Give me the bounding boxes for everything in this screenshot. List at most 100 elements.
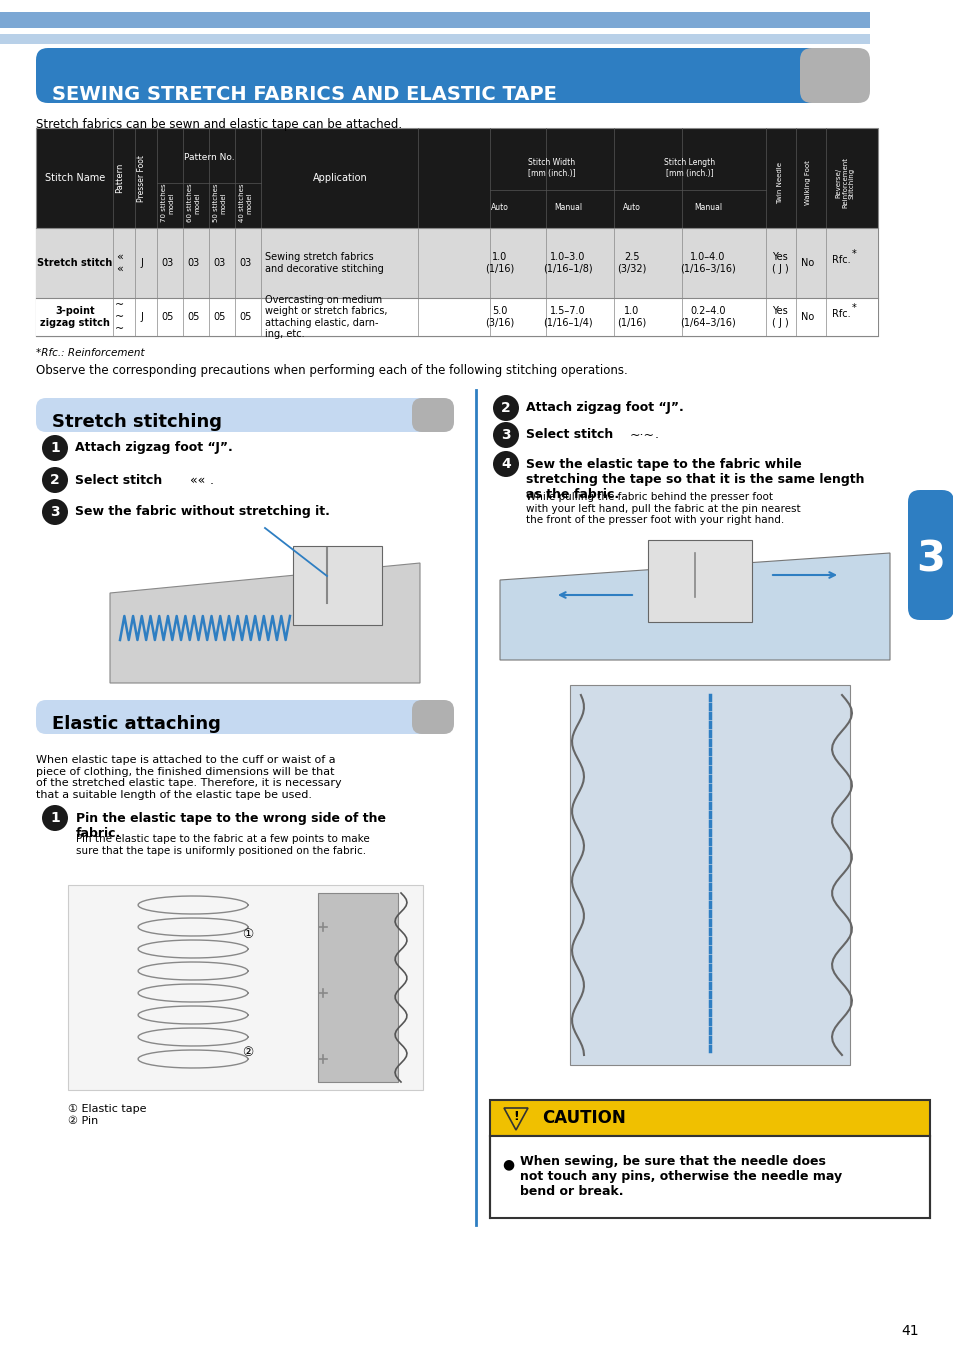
Circle shape: [42, 805, 68, 830]
FancyBboxPatch shape: [569, 685, 849, 1065]
Polygon shape: [499, 553, 889, 661]
Text: Observe the corresponding precautions when performing each of the following stit: Observe the corresponding precautions wh…: [36, 364, 627, 377]
Text: ①: ①: [242, 929, 253, 941]
Text: Reverse/
Reinforcement
Stitching: Reverse/ Reinforcement Stitching: [834, 158, 854, 209]
Text: 2: 2: [500, 400, 511, 415]
Text: No: No: [801, 311, 814, 322]
Text: Sewing stretch fabrics
and decorative stitching: Sewing stretch fabrics and decorative st…: [265, 252, 383, 274]
Text: J: J: [140, 257, 143, 268]
Text: *: *: [851, 249, 856, 259]
Text: 1: 1: [51, 441, 60, 456]
Text: ① Elastic tape: ① Elastic tape: [68, 1104, 147, 1113]
Text: Select stitch: Select stitch: [525, 429, 613, 442]
Text: 3: 3: [51, 506, 60, 519]
FancyBboxPatch shape: [647, 541, 751, 621]
Text: 3-point
zigzag stitch: 3-point zigzag stitch: [40, 306, 110, 328]
FancyBboxPatch shape: [0, 12, 869, 28]
Text: Twin Needle: Twin Needle: [776, 162, 782, 204]
Text: Manual: Manual: [554, 204, 581, 213]
Text: When elastic tape is attached to the cuff or waist of a
piece of clothing, the f: When elastic tape is attached to the cuf…: [36, 755, 341, 799]
FancyBboxPatch shape: [36, 228, 877, 298]
Text: Pattern No.: Pattern No.: [184, 154, 234, 163]
FancyBboxPatch shape: [36, 49, 825, 102]
Text: Sew the elastic tape to the fabric while
stretching the tape so that it is the s: Sew the elastic tape to the fabric while…: [525, 458, 863, 501]
Text: ««: ««: [190, 473, 205, 487]
Text: 05: 05: [162, 311, 174, 322]
Text: .: .: [655, 429, 659, 442]
Text: SEWING STRETCH FABRICS AND ELASTIC TAPE: SEWING STRETCH FABRICS AND ELASTIC TAPE: [52, 85, 557, 104]
Text: Stitch Name: Stitch Name: [45, 173, 105, 183]
Text: Yes
( J ): Yes ( J ): [771, 252, 787, 274]
Text: 1.0–3.0
(1/16–1/8): 1.0–3.0 (1/16–1/8): [542, 252, 592, 274]
Text: 03: 03: [239, 257, 252, 268]
FancyBboxPatch shape: [412, 700, 454, 735]
Text: Auto: Auto: [622, 204, 640, 213]
Text: 0.2–4.0
(1/64–3/16): 0.2–4.0 (1/64–3/16): [679, 306, 735, 328]
Text: CAUTION: CAUTION: [541, 1109, 625, 1127]
Text: *: *: [851, 303, 856, 313]
Text: 5.0
(3/16): 5.0 (3/16): [485, 306, 514, 328]
FancyBboxPatch shape: [490, 1100, 929, 1136]
Text: 70 stitches
model: 70 stitches model: [161, 183, 174, 222]
FancyBboxPatch shape: [490, 1136, 929, 1219]
Text: 3: 3: [916, 539, 944, 581]
Text: 1.0
(1/16): 1.0 (1/16): [617, 306, 646, 328]
Circle shape: [42, 466, 68, 493]
FancyBboxPatch shape: [68, 886, 422, 1091]
Text: 1.0–4.0
(1/16–3/16): 1.0–4.0 (1/16–3/16): [679, 252, 735, 274]
Text: 2: 2: [51, 473, 60, 487]
Text: 03: 03: [188, 257, 200, 268]
Text: J: J: [140, 311, 143, 322]
Text: Stitch Width
[mm (inch.)]: Stitch Width [mm (inch.)]: [528, 158, 576, 178]
Text: ②: ②: [242, 1046, 253, 1060]
Text: !: !: [513, 1109, 518, 1123]
Text: Stretch stitch: Stretch stitch: [37, 257, 112, 268]
FancyBboxPatch shape: [36, 700, 436, 735]
Text: ② Pin: ② Pin: [68, 1116, 98, 1126]
Text: Stretch stitching: Stretch stitching: [52, 412, 222, 431]
Text: 4: 4: [500, 457, 511, 470]
Circle shape: [493, 422, 518, 448]
Text: 1: 1: [51, 811, 60, 825]
FancyBboxPatch shape: [36, 398, 436, 431]
Circle shape: [493, 452, 518, 477]
Text: Attach zigzag foot “J”.: Attach zigzag foot “J”.: [525, 402, 683, 414]
Text: Attach zigzag foot “J”.: Attach zigzag foot “J”.: [75, 442, 233, 454]
Text: Auto: Auto: [491, 204, 508, 213]
Text: 05: 05: [188, 311, 200, 322]
FancyBboxPatch shape: [800, 49, 869, 102]
Text: «
«: « «: [116, 252, 123, 274]
FancyBboxPatch shape: [412, 398, 454, 431]
FancyBboxPatch shape: [36, 298, 877, 336]
Text: 2.5
(3/32): 2.5 (3/32): [617, 252, 646, 274]
Text: Rfc.: Rfc.: [831, 309, 849, 319]
Text: Sew the fabric without stretching it.: Sew the fabric without stretching it.: [75, 506, 330, 519]
Text: No: No: [801, 257, 814, 268]
Text: Presser Foot: Presser Foot: [137, 155, 147, 201]
Text: 05: 05: [239, 311, 252, 322]
Circle shape: [42, 499, 68, 524]
Text: Elastic attaching: Elastic attaching: [52, 714, 221, 733]
Text: Rfc.: Rfc.: [831, 255, 849, 266]
Text: Pin the elastic tape to the wrong side of the
fabric.: Pin the elastic tape to the wrong side o…: [76, 811, 386, 840]
Text: Manual: Manual: [693, 204, 721, 213]
Text: Select stitch: Select stitch: [75, 473, 162, 487]
Circle shape: [42, 435, 68, 461]
Polygon shape: [503, 1108, 527, 1130]
Text: *Rfc.: Reinforcement: *Rfc.: Reinforcement: [36, 348, 145, 359]
Text: Pattern: Pattern: [115, 163, 125, 193]
FancyBboxPatch shape: [36, 128, 877, 228]
Text: 41: 41: [901, 1324, 918, 1339]
Text: .: .: [210, 473, 213, 487]
FancyBboxPatch shape: [317, 892, 397, 1082]
Text: While pulling the fabric behind the presser foot
with your left hand, pull the f: While pulling the fabric behind the pres…: [525, 492, 800, 526]
Text: 60 stitches
model: 60 stitches model: [188, 183, 200, 222]
Text: Stretch fabrics can be sewn and elastic tape can be attached.: Stretch fabrics can be sewn and elastic …: [36, 119, 402, 131]
Text: Yes
( J ): Yes ( J ): [771, 306, 787, 328]
Text: 05: 05: [213, 311, 226, 322]
Text: 50 stitches
model: 50 stitches model: [213, 183, 226, 222]
Text: 1.0
(1/16): 1.0 (1/16): [485, 252, 514, 274]
Text: ●: ●: [501, 1157, 514, 1171]
Text: Application: Application: [313, 173, 367, 183]
FancyBboxPatch shape: [293, 546, 381, 625]
